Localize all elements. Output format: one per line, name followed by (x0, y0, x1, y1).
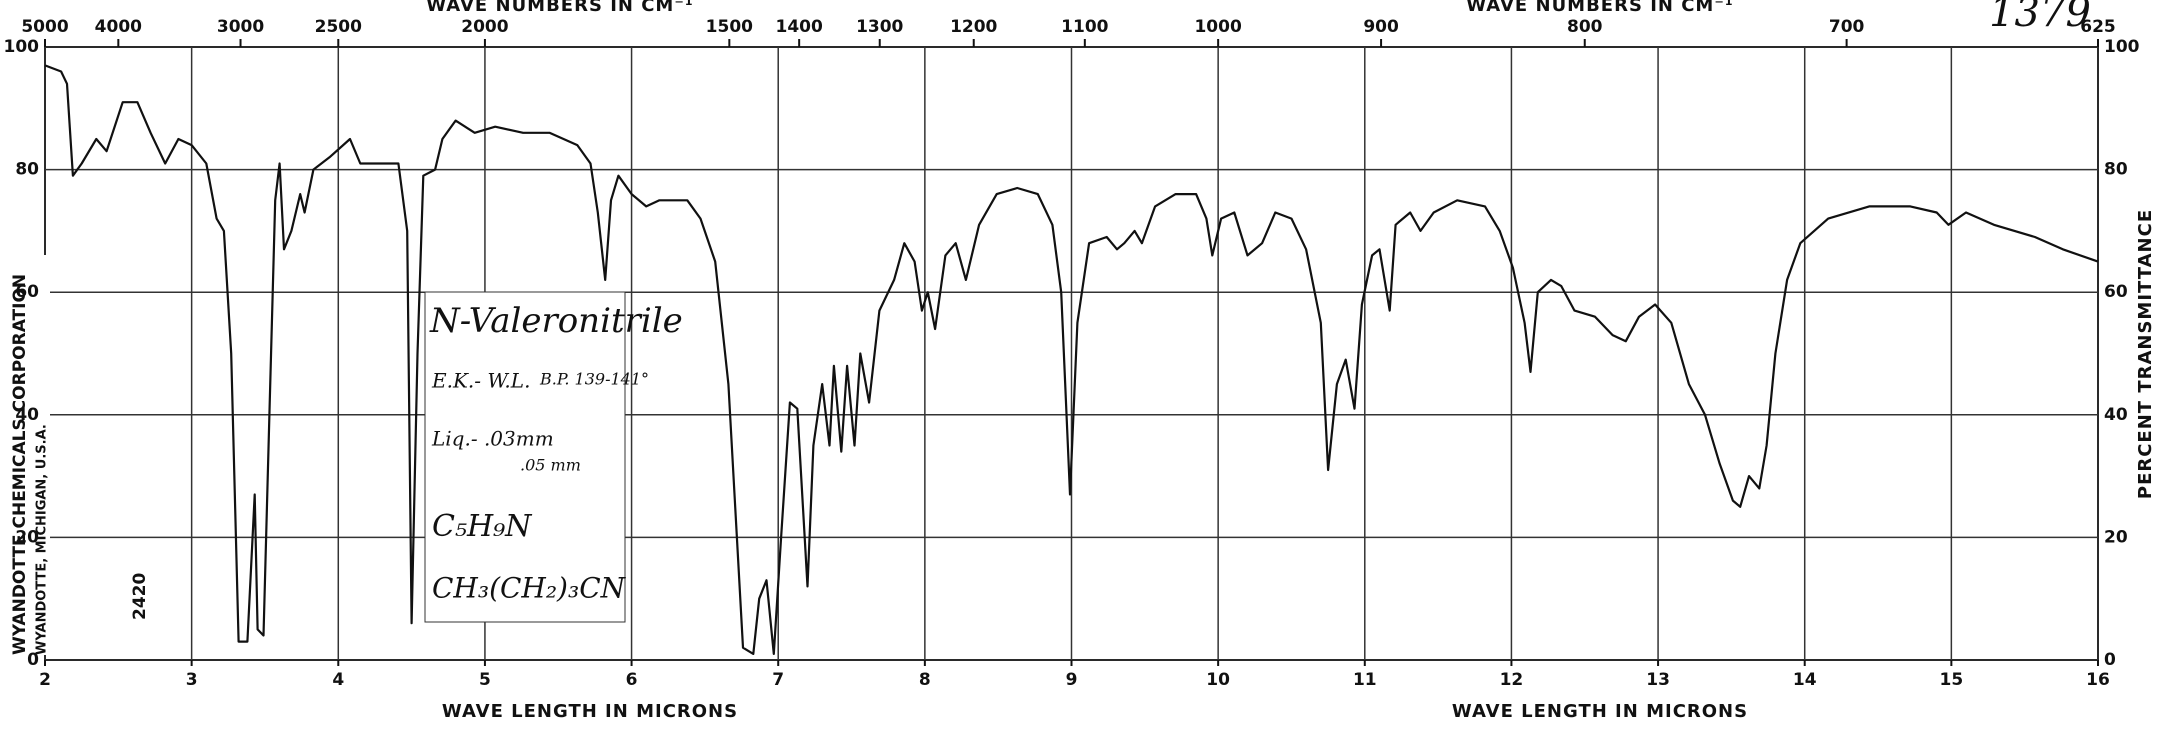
x-tick-label: 16 (2086, 670, 2110, 690)
x2-tick-label: 1000 (1194, 17, 1241, 37)
x2-tick-label: 1200 (950, 17, 997, 37)
x2-tick-label: 625 (2080, 17, 2116, 37)
y-tick-label: 0 (27, 650, 39, 670)
x-tick-label: 6 (626, 670, 638, 690)
x-tick-label: 7 (772, 670, 784, 690)
note: .05 mm (520, 456, 581, 475)
x-tick-label: 2 (39, 670, 51, 690)
spectrum-line (44, 64, 2099, 655)
chart-number: 2420 (130, 573, 150, 620)
note: N-Valeronitrile (429, 301, 683, 341)
y-tick-label: 100 (4, 37, 40, 57)
x2-tick-label: 800 (1567, 17, 1603, 37)
note: B.P. 139-141° (539, 370, 649, 389)
notes-box (424, 291, 626, 623)
x2-tick-label: 4000 (95, 17, 142, 37)
x-tick-label: 15 (1940, 670, 1964, 690)
x2-tick-label: 900 (1363, 17, 1399, 37)
x-tick-label: 5 (479, 670, 491, 690)
x2-tick-label: 1100 (1061, 17, 1108, 37)
sample-notes: N-Valeronitrile E.K.- W.L. B.P. 139-141°… (424, 291, 683, 623)
note: CH₃(CH₂)₃CN (432, 572, 627, 605)
x-axis-title: WAVE LENGTH IN MICRONS (442, 701, 738, 722)
x-axis-title: WAVE LENGTH IN MICRONS (1452, 701, 1748, 722)
y-tick-label: 20 (15, 527, 39, 547)
x2-tick-label: 700 (1829, 17, 1865, 37)
x2-tick-label: 3000 (217, 17, 264, 37)
x-tick-label: 9 (1066, 670, 1078, 690)
y-tick-label: 80 (15, 160, 39, 180)
y-axis-title: PERCENT TRANSMITTANCE (2135, 209, 2156, 499)
y2-tick-label: 20 (2104, 527, 2128, 547)
publisher: WYANDOTTE CHEMICALS CORPORATION (10, 274, 30, 655)
x2-tick-label: 5000 (21, 17, 68, 37)
y2-tick-label: 100 (2104, 37, 2140, 57)
x-tick-label: 14 (1793, 670, 1817, 690)
note: C₅H₉N (432, 509, 533, 544)
x-tick-label: 10 (1206, 670, 1230, 690)
y2-tick-label: 60 (2104, 282, 2128, 302)
x2-axis-title: WAVE NUMBERS IN CM⁻¹ (426, 0, 693, 16)
x-tick-label: 4 (332, 670, 344, 690)
y2-tick-label: 80 (2104, 160, 2128, 180)
x-tick-label: 11 (1353, 670, 1377, 690)
x2-tick-label: 1400 (775, 17, 822, 37)
note: Liq.- .03mm (431, 427, 554, 451)
x2-axis-title: WAVE NUMBERS IN CM⁻¹ (1466, 0, 1733, 16)
x2-tick-label: 1300 (856, 17, 903, 37)
y-tick-label: 60 (15, 282, 39, 302)
y2-tick-label: 0 (2104, 650, 2116, 670)
x-tick-label: 13 (1646, 670, 1670, 690)
y2-tick-label: 40 (2104, 405, 2128, 425)
x2-tick-label: 2000 (461, 17, 508, 37)
x2-tick-label: 1500 (706, 17, 753, 37)
note: E.K.- W.L. (431, 369, 530, 393)
publisher-location: WYANDOTTE, MICHIGAN, U.S.A. (35, 424, 50, 655)
y-tick-label: 40 (15, 405, 39, 425)
x2-tick-label: 2500 (315, 17, 362, 37)
publisher-band (10, 255, 50, 655)
x-tick-label: 12 (1500, 670, 1524, 690)
x-tick-label: 8 (919, 670, 931, 690)
x-tick-label: 3 (186, 670, 198, 690)
spectrum-number: 1379 (1989, 0, 2091, 36)
